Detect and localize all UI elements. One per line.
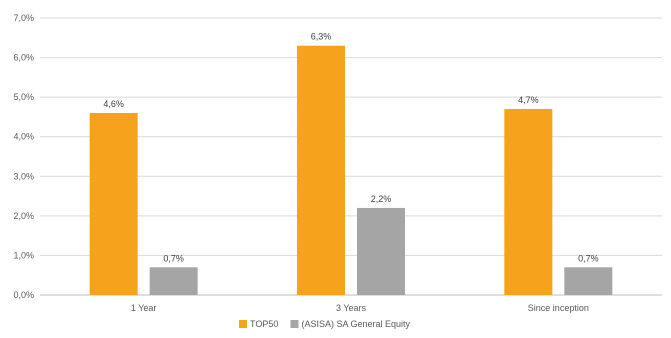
bar [564, 267, 613, 295]
data-label: 2,2% [371, 194, 392, 204]
x-category-label: Since inception [528, 303, 589, 313]
bar [504, 109, 553, 295]
y-tick-label: 0,0% [13, 290, 34, 300]
data-label: 6,3% [311, 32, 332, 42]
legend-swatch [290, 320, 299, 328]
bar [149, 267, 198, 295]
bar [357, 207, 405, 295]
x-category-label: 3 Years [336, 303, 367, 313]
y-tick-label: 3,0% [13, 171, 34, 181]
data-label: 4,7% [518, 95, 539, 105]
x-category-label: 1 Year [131, 303, 157, 313]
data-label: 0,7% [578, 253, 599, 263]
y-tick-label: 2,0% [13, 211, 34, 221]
bar [297, 45, 345, 296]
y-tick-label: 7,0% [13, 13, 34, 23]
y-tick-label: 1,0% [13, 250, 34, 260]
y-tick-label: 4,0% [13, 132, 34, 142]
y-tick-label: 5,0% [13, 92, 34, 102]
data-label: 4,6% [103, 99, 124, 109]
legend-entry: TOP50 [250, 319, 278, 329]
bar [89, 112, 138, 295]
data-label: 0,7% [163, 253, 184, 263]
legend-entry: (ASISA) SA General Equity [302, 319, 411, 329]
y-tick-label: 6,0% [13, 53, 34, 63]
legend-swatch [239, 320, 247, 328]
